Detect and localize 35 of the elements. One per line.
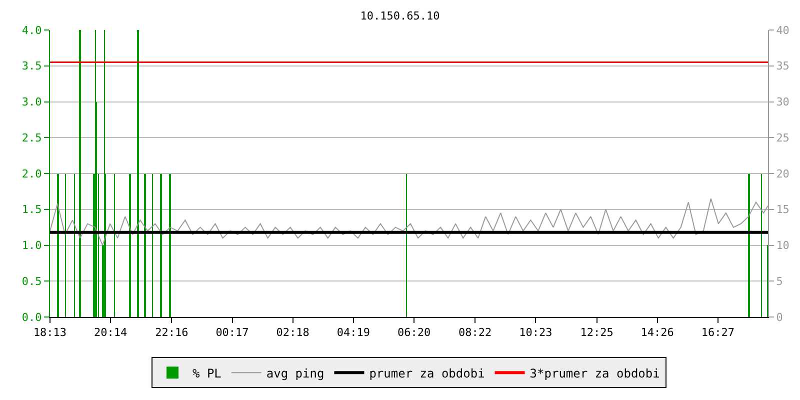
x-tick-label: 10:23	[519, 326, 552, 340]
y-tick-label: 1.0	[22, 239, 42, 252]
legend-label: % PL	[192, 366, 222, 380]
legend-label: 3*prumer za obdobi	[530, 366, 660, 380]
y2-tick-label: 5	[776, 274, 783, 288]
y2-tick-label: 10	[776, 239, 790, 252]
y-tick-label: 1.5	[22, 203, 42, 216]
x-tick-label: 18:13	[33, 326, 67, 340]
x-tick-label: 14:26	[640, 326, 674, 340]
y-tick-label: 0.5	[22, 274, 42, 288]
y-tick-label: 3.0	[22, 96, 42, 109]
x-tick-label: 12:25	[580, 326, 614, 340]
chart-title: 10.150.65.10	[360, 10, 440, 23]
x-tick-label: 04:19	[336, 326, 370, 340]
x-tick-label: 06:20	[397, 326, 431, 340]
y-tick-label: 2.5	[22, 131, 42, 144]
legend-label: prumer za obdobi	[369, 366, 485, 380]
x-tick-label: 08:22	[458, 326, 492, 340]
y-tick-label: 0.0	[22, 310, 42, 324]
x-tick-label: 22:16	[155, 326, 188, 340]
y2-tick-label: 35	[776, 60, 790, 73]
y-tick-label: 3.5	[22, 60, 42, 73]
y2-tick-label: 20	[776, 167, 790, 180]
y2-tick-label: 0	[776, 310, 783, 324]
x-tick-label: 20:14	[94, 326, 128, 340]
legend-label: avg ping	[266, 366, 324, 380]
y2-tick-label: 30	[776, 96, 790, 109]
y2-tick-label: 15	[776, 203, 790, 216]
y-tick-label: 2.0	[22, 167, 42, 180]
y-tick-label: 4.0	[22, 24, 42, 37]
x-tick-label: 00:17	[216, 326, 249, 340]
x-tick-label: 02:18	[276, 326, 310, 340]
x-tick-label: 16:27	[701, 326, 734, 340]
y2-tick-label: 25	[776, 131, 790, 144]
y2-tick-label: 40	[776, 24, 790, 37]
